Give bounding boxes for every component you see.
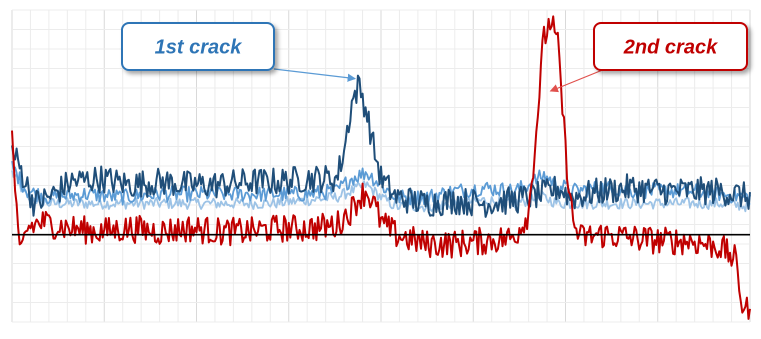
annotation-layer: 1st crack 2nd crack	[121, 22, 748, 93]
series-layer	[11, 15, 751, 320]
series-line-3	[11, 15, 751, 320]
callout-1: 1st crack	[121, 22, 357, 82]
series-line-2	[11, 170, 751, 213]
callout-box	[593, 22, 748, 71]
series-line-0	[11, 74, 751, 218]
callout-2: 2nd crack	[549, 22, 748, 93]
callout-box	[121, 22, 275, 71]
series-line-1	[11, 160, 751, 206]
callout-label: 1st crack	[155, 37, 243, 59]
callout-label: 2nd crack	[623, 37, 718, 59]
callout-arrow	[549, 68, 606, 93]
callout-arrow	[273, 68, 357, 82]
